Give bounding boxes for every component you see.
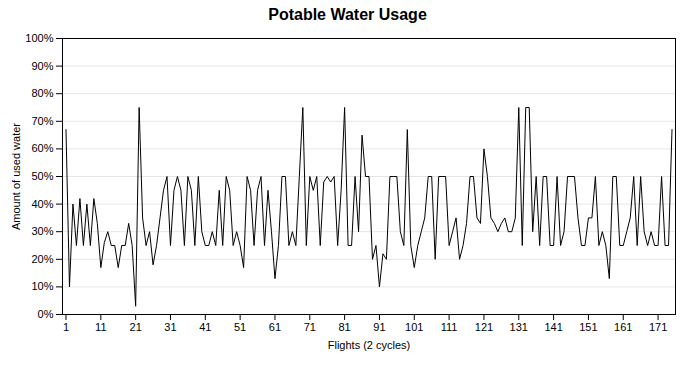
svg-text:131: 131 xyxy=(510,321,528,333)
svg-text:80%: 80% xyxy=(31,87,53,99)
svg-text:90%: 90% xyxy=(31,60,53,72)
svg-text:11: 11 xyxy=(95,321,106,333)
svg-text:50%: 50% xyxy=(31,170,53,182)
svg-text:70%: 70% xyxy=(31,115,53,127)
svg-text:20%: 20% xyxy=(31,253,53,265)
html-text:Potable Water Usage: Potable Water Usage xyxy=(268,6,427,23)
svg-text:141: 141 xyxy=(544,321,562,333)
svg-text:91: 91 xyxy=(373,321,385,333)
svg-text:31: 31 xyxy=(164,321,176,333)
svg-text:161: 161 xyxy=(614,321,632,333)
svg-text:111: 111 xyxy=(441,321,458,333)
svg-text:60%: 60% xyxy=(31,142,53,154)
svg-text:100%: 100% xyxy=(25,32,53,44)
svg-text:151: 151 xyxy=(579,321,597,333)
svg-text:171: 171 xyxy=(649,321,667,333)
svg-text:81: 81 xyxy=(338,321,350,333)
svg-text:1: 1 xyxy=(63,321,69,333)
svg-text:0%: 0% xyxy=(38,308,54,320)
svg-text:30%: 30% xyxy=(31,225,53,237)
svg-text:61: 61 xyxy=(269,321,281,333)
svg-text:21: 21 xyxy=(130,321,142,333)
svg-text:121: 121 xyxy=(475,321,493,333)
svg-text:Amount of used water: Amount of used water xyxy=(10,123,22,230)
svg-text:41: 41 xyxy=(199,321,211,333)
svg-text:51: 51 xyxy=(234,321,246,333)
svg-text:101: 101 xyxy=(405,321,423,333)
svg-text:Flights (2 cycles): Flights (2 cycles) xyxy=(328,339,411,351)
svg-text:40%: 40% xyxy=(31,198,53,210)
svg-text:71: 71 xyxy=(304,321,316,333)
svg-text:10%: 10% xyxy=(31,280,53,292)
